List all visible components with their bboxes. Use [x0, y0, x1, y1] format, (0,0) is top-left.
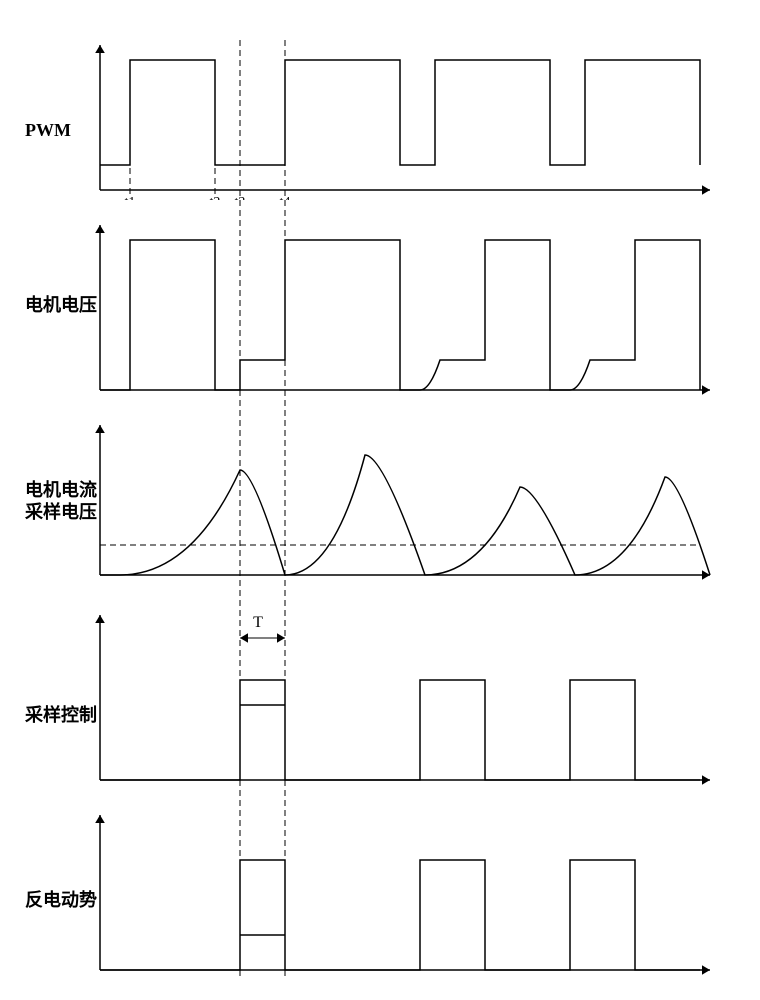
- panel-pwm: PWMt1t2t3t4: [20, 30, 740, 200]
- panel-sampling_control: 采样控制T: [20, 605, 740, 790]
- panel-motor_voltage: 电机电压: [20, 215, 740, 400]
- svg-text:t3: t3: [235, 195, 246, 200]
- panel-motor_current: 电机电流 采样电压: [20, 415, 740, 590]
- svg-text:T: T: [253, 614, 263, 631]
- svg-text:t4: t4: [280, 195, 291, 200]
- panel-back_emf: 反电动势: [20, 805, 740, 980]
- svg-text:t1: t1: [125, 195, 136, 200]
- svg-text:t2: t2: [210, 195, 221, 200]
- timing-diagram: PWMt1t2t3t4电机电压电机电流 采样电压采样控制T反电动势: [20, 20, 740, 980]
